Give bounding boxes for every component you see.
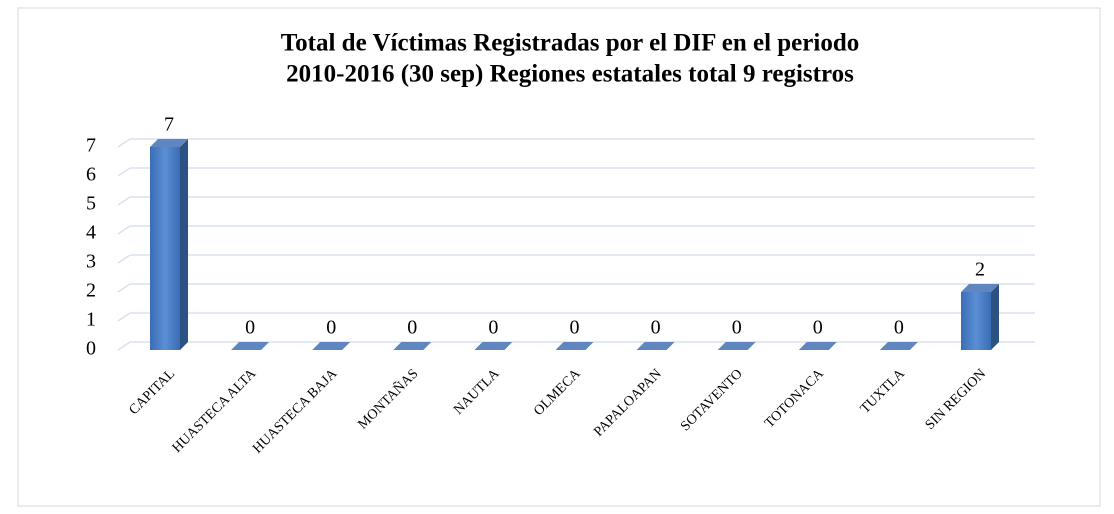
grid-line [117, 341, 131, 351]
data-label: 0 [570, 317, 580, 339]
grid-line [117, 225, 131, 235]
data-label: 0 [326, 317, 336, 339]
data-label: 2 [975, 259, 985, 281]
bar-top [555, 342, 594, 350]
bar-top [150, 139, 188, 147]
bar-top [312, 342, 351, 350]
bar-side [180, 139, 188, 350]
bar [961, 284, 999, 350]
bar-top [474, 342, 513, 350]
y-tick-label: 6 [86, 164, 96, 186]
data-label: 0 [732, 317, 742, 339]
chart-title: 2010-2016 (30 sep) Regiones estatales to… [286, 61, 854, 88]
y-tick-label: 2 [86, 280, 96, 302]
bar-top [717, 342, 756, 350]
bar [879, 342, 918, 350]
bar-top [879, 342, 918, 350]
bar-top [231, 342, 270, 350]
grid-line [117, 196, 131, 206]
y-tick-label: 5 [86, 193, 96, 215]
bar-side [991, 284, 999, 350]
data-label: 0 [651, 317, 661, 339]
data-label: 0 [813, 317, 823, 339]
y-tick-label: 1 [86, 309, 96, 331]
bar-top [636, 342, 675, 350]
bar [474, 342, 513, 350]
bar [393, 342, 432, 350]
y-tick-label: 7 [86, 135, 96, 157]
grid-line [117, 312, 131, 322]
chart-frame [17, 7, 1101, 507]
data-label: 0 [488, 317, 498, 339]
y-tick-label: 3 [86, 251, 96, 273]
bar-top [961, 284, 999, 292]
y-tick-label: 0 [86, 338, 96, 360]
chart-title: Total de Víctimas Registradas por el DIF… [281, 30, 859, 57]
bar [636, 342, 675, 350]
data-label: 0 [407, 317, 417, 339]
grid-line [117, 254, 131, 264]
bar [231, 342, 270, 350]
grid-line [117, 167, 131, 177]
grid-line [117, 283, 131, 293]
grid-line [117, 138, 131, 148]
data-label: 0 [245, 317, 255, 339]
bar [312, 342, 351, 350]
bar [717, 342, 756, 350]
bar-top [798, 342, 837, 350]
bar [555, 342, 594, 350]
bar-top [393, 342, 432, 350]
bar-front [961, 292, 991, 350]
bar [150, 139, 188, 350]
data-label: 0 [894, 317, 904, 339]
data-label: 7 [164, 114, 174, 136]
bar [798, 342, 837, 350]
y-tick-label: 4 [86, 222, 96, 244]
bar-front [150, 147, 180, 350]
